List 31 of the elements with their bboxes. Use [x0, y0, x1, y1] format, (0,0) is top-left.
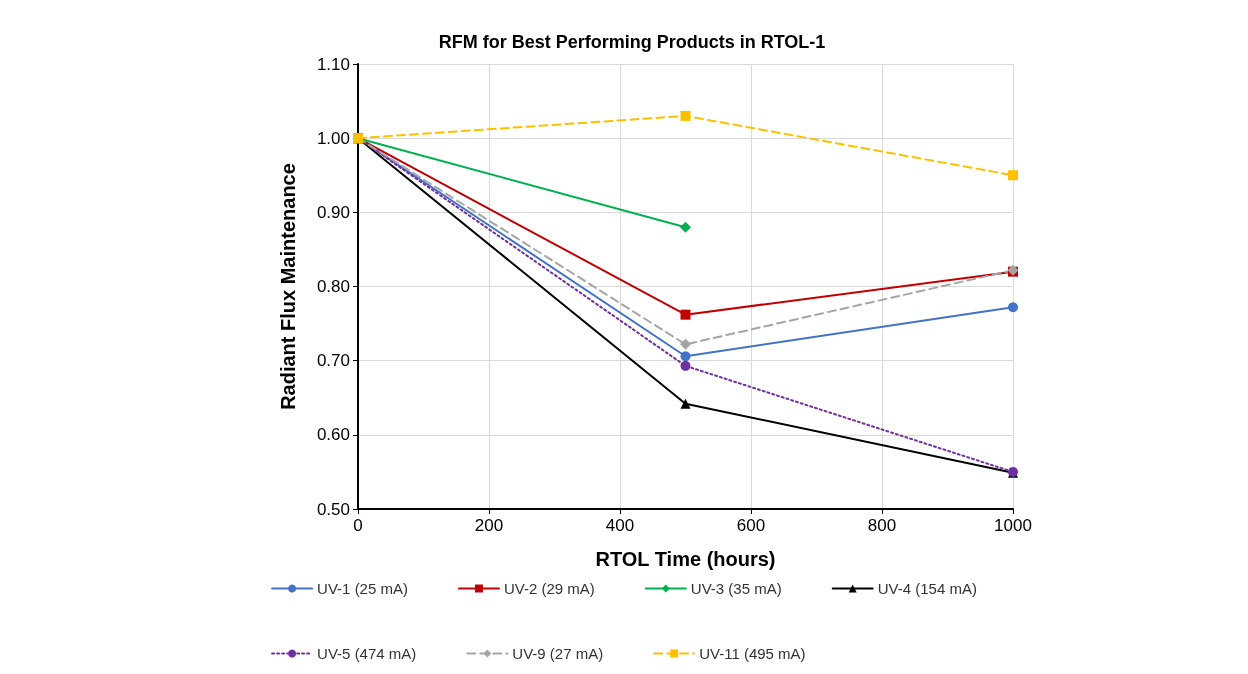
legend-label: UV-11 (495 mA)	[699, 645, 806, 662]
x-tick-label: 1000	[994, 516, 1032, 535]
point	[680, 309, 691, 320]
y-tick-label: 0.90	[316, 202, 350, 222]
point	[1008, 302, 1018, 313]
x-tick-label: 400	[605, 516, 635, 535]
y-tick-label: 1.10	[316, 54, 350, 74]
chart-title: RFM for Best Performing Products in RTOL-1	[438, 32, 826, 52]
legend-label: UV-4 (154 mA)	[877, 580, 977, 597]
point	[680, 221, 691, 233]
legend-label: UV-9 (27 mA)	[512, 645, 604, 662]
legend-label: UV-2 (29 mA)	[503, 580, 595, 597]
point	[680, 351, 691, 362]
x-tick-label: 0	[353, 516, 363, 535]
legend-label: UV-5 (474 mA)	[317, 645, 417, 662]
y-tick-label: 1.00	[316, 128, 350, 148]
x-tick-label: 200	[474, 516, 504, 535]
x-tick-label: 800	[867, 516, 897, 535]
y-axis-title: Radiant Flux Maintenance	[277, 163, 299, 410]
y-tick-label: 0.60	[316, 425, 350, 445]
point	[1008, 170, 1018, 181]
legend-label: UV-3 (35 mA)	[690, 580, 782, 597]
point	[680, 110, 691, 121]
x-axis-title: RTOL Time (hours)	[595, 548, 776, 570]
y-tick-label: 0.70	[316, 351, 350, 371]
x-tick-label: 600	[736, 516, 766, 535]
point	[680, 360, 691, 371]
y-tick-label: 0.80	[316, 277, 350, 296]
y-tick-label: 0.50	[316, 499, 350, 519]
point	[680, 338, 691, 350]
legend-label: UV-1 (25 mA)	[317, 580, 408, 597]
